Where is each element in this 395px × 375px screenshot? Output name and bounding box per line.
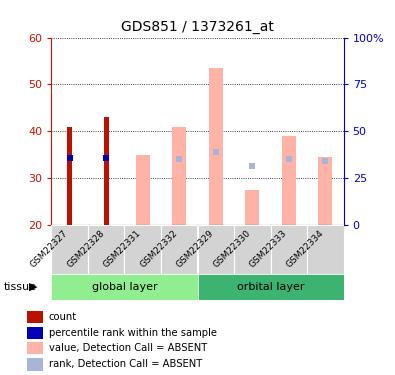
Bar bbox=[282, 136, 296, 225]
Bar bbox=[124, 225, 161, 274]
Text: GSM22332: GSM22332 bbox=[138, 229, 179, 270]
Bar bbox=[27, 342, 43, 354]
Text: GSM22327: GSM22327 bbox=[29, 229, 70, 270]
Bar bbox=[51, 274, 198, 300]
Text: GSM22328: GSM22328 bbox=[65, 229, 106, 270]
Text: GSM22333: GSM22333 bbox=[248, 229, 289, 270]
Bar bbox=[198, 274, 344, 300]
Bar bbox=[51, 225, 88, 274]
Title: GDS851 / 1373261_at: GDS851 / 1373261_at bbox=[121, 20, 274, 34]
Text: percentile rank within the sample: percentile rank within the sample bbox=[49, 328, 216, 338]
Bar bbox=[88, 225, 124, 274]
Bar bbox=[271, 225, 307, 274]
Bar bbox=[27, 327, 43, 339]
Bar bbox=[318, 157, 332, 225]
Bar bbox=[245, 190, 259, 225]
Text: ▶: ▶ bbox=[29, 282, 38, 292]
Bar bbox=[104, 117, 109, 225]
Bar bbox=[161, 225, 198, 274]
Text: GSM22330: GSM22330 bbox=[211, 229, 252, 270]
Text: GSM22334: GSM22334 bbox=[284, 229, 325, 270]
Bar bbox=[198, 225, 234, 274]
Text: count: count bbox=[49, 312, 77, 322]
Bar bbox=[172, 127, 186, 225]
Bar bbox=[27, 311, 43, 323]
Text: global layer: global layer bbox=[92, 282, 157, 292]
Text: rank, Detection Call = ABSENT: rank, Detection Call = ABSENT bbox=[49, 360, 202, 369]
Bar bbox=[27, 358, 43, 370]
Text: tissue: tissue bbox=[4, 282, 37, 292]
Text: GSM22331: GSM22331 bbox=[102, 229, 143, 270]
Bar bbox=[307, 225, 344, 274]
Bar bbox=[234, 225, 271, 274]
Text: orbital layer: orbital layer bbox=[237, 282, 304, 292]
Bar bbox=[67, 127, 72, 225]
Bar bbox=[136, 154, 150, 225]
Bar bbox=[209, 68, 223, 225]
Text: value, Detection Call = ABSENT: value, Detection Call = ABSENT bbox=[49, 343, 207, 353]
Text: GSM22329: GSM22329 bbox=[175, 229, 216, 270]
